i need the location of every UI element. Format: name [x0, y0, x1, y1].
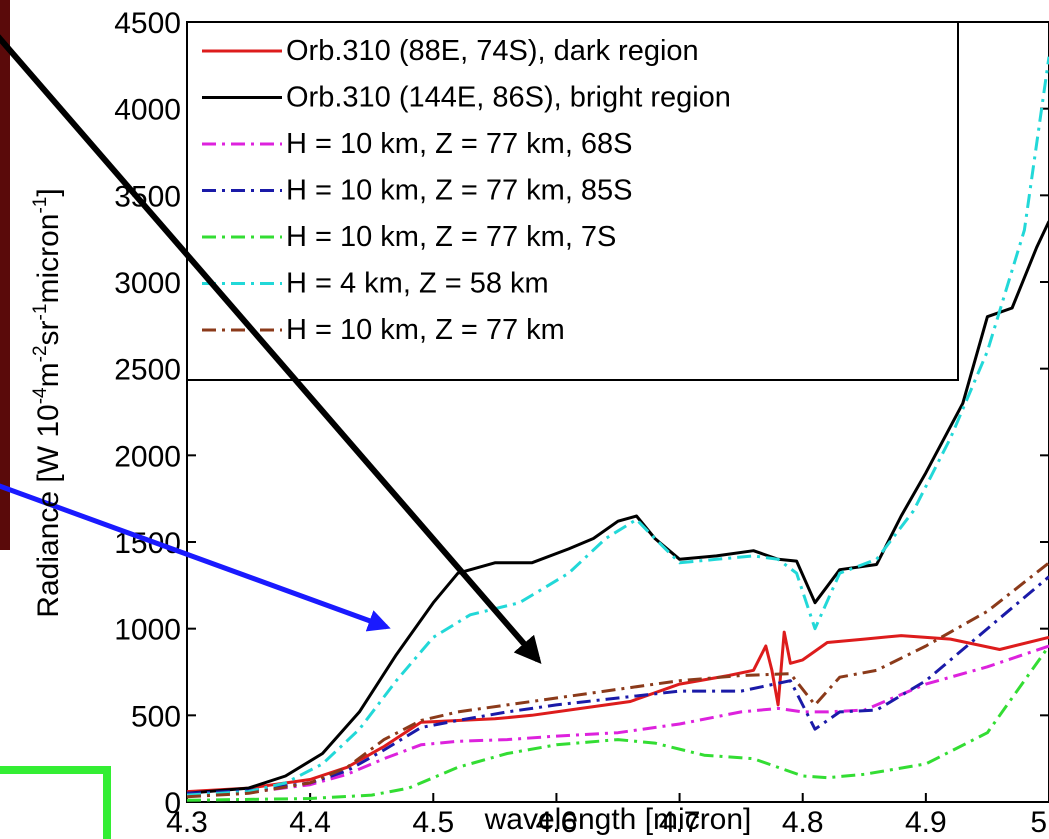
x-tick-label: 4.6	[536, 806, 578, 839]
legend-label-1: Orb.310 (88E, 74S), dark region	[286, 35, 699, 67]
legend-label-5: H = 10 km, Z = 77 km, 7S	[286, 221, 616, 253]
x-tick-label: 5	[1030, 806, 1047, 839]
y-axis-label-sup: -2	[30, 345, 51, 362]
y-tick-label: 1000	[114, 614, 181, 647]
green-frame-decoration	[0, 766, 111, 839]
axis-ticks: 4.3 4.4 4.5 4.6 4.7 4.8 4.9 5050010001500200025…	[114, 7, 1049, 839]
y-axis-label-sup: -1	[30, 304, 51, 321]
series-line-1	[187, 630, 1049, 794]
y-axis-label-sup: -1	[30, 197, 51, 214]
y-tick-label: 500	[131, 700, 181, 733]
legend-box	[186, 21, 959, 381]
y-axis-label-part: ]	[32, 188, 65, 196]
y-tick-label: 3000	[114, 267, 181, 300]
legend-label-6: H = 4 km, Z = 58 km	[286, 268, 549, 300]
legend-label-3: H = 10 km, Z = 77 km, 68S	[286, 128, 633, 160]
legend-label-2: Orb.310 (144E, 86S), bright region	[286, 82, 731, 114]
dark-red-side-panel	[0, 0, 10, 550]
legend-label-7: H = 10 km, Z = 77 km	[286, 314, 565, 346]
x-tick-label: 4.9	[905, 806, 947, 839]
x-tick-label: 4.4	[289, 806, 331, 839]
y-axis-label-part: m	[32, 362, 65, 387]
x-tick-label: 4.3	[166, 806, 208, 839]
series-line-4	[187, 575, 1049, 795]
legend: Orb.310 (88E, 74S), dark region Orb.310 (…	[186, 21, 959, 381]
y-tick-label: 2500	[114, 354, 181, 387]
annotation-arrow-1	[0, 34, 542, 664]
y-tick-label: 0	[164, 787, 181, 820]
legend-label-4: H = 10 km, Z = 77 km, 85S	[286, 175, 633, 207]
y-tick-label: 4000	[114, 94, 181, 127]
y-axis-label-sup: -4	[30, 387, 51, 404]
x-tick-label: 4.8	[782, 806, 824, 839]
x-tick-label: 4.7	[659, 806, 701, 839]
annotation-arrows	[0, 34, 542, 664]
y-axis-label: Radiance [W 10-4m-2sr-1micron-1]	[30, 188, 65, 617]
series-line-6	[187, 56, 1049, 797]
series-line-5	[187, 645, 1049, 802]
y-axis-label-part: sr	[32, 320, 65, 345]
x-tick-label: 4.5	[412, 806, 454, 839]
annotation-arrow-2	[0, 483, 391, 632]
y-tick-label: 4500	[114, 7, 181, 40]
y-tick-label: 2000	[114, 440, 181, 473]
x-axis-label: wavelength [micron]	[484, 803, 752, 836]
y-axis-label-part: micron	[32, 214, 65, 304]
y-axis-label-part: Radiance [W 10	[32, 404, 65, 617]
series-layer	[187, 56, 1049, 802]
